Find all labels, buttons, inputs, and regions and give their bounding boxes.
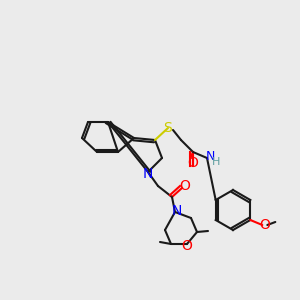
- Text: O: O: [188, 156, 198, 170]
- Text: S: S: [164, 121, 172, 135]
- Text: O: O: [259, 218, 270, 232]
- Text: N: N: [172, 204, 182, 218]
- Text: N: N: [205, 149, 215, 163]
- Text: O: O: [182, 239, 192, 253]
- Text: N: N: [143, 167, 153, 181]
- Text: O: O: [180, 179, 190, 193]
- Text: H: H: [212, 157, 220, 167]
